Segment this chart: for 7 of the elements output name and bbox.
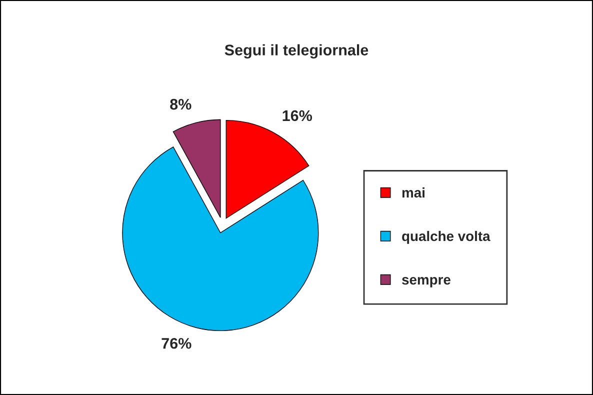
chart-title: Segui il telegiornale: [224, 44, 368, 59]
data-label: 76%: [162, 338, 192, 349]
legend-label: qualche volta: [402, 230, 490, 244]
data-label: 16%: [282, 110, 312, 122]
legend-label: sempre: [402, 276, 450, 288]
data-label: 8%: [170, 98, 192, 110]
legend-label: mai: [402, 187, 424, 198]
